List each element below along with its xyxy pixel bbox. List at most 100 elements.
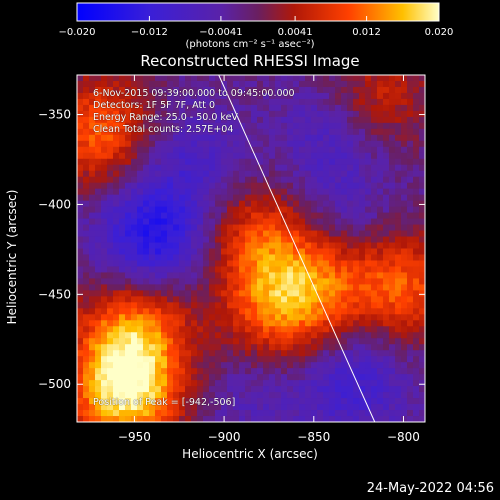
heatmap-cell: [185, 224, 192, 232]
heatmap-cell: [263, 368, 270, 375]
heatmap-cell: [227, 374, 234, 381]
heatmap-cell: [389, 296, 396, 303]
heatmap-cell: [173, 182, 180, 190]
heatmap-cell: [365, 260, 372, 267]
heatmap-cell: [137, 332, 144, 339]
heatmap-cell: [281, 260, 288, 267]
heatmap-cell: [89, 302, 96, 309]
heatmap-cell: [263, 236, 270, 244]
heatmap-cell: [353, 206, 360, 214]
heatmap-cell: [239, 212, 246, 220]
heatmap-cell: [239, 374, 246, 381]
heatmap-cell: [311, 224, 318, 232]
heatmap-cell: [293, 338, 300, 345]
heatmap-cell: [119, 158, 126, 166]
heatmap-cell: [383, 296, 390, 303]
heatmap-cell: [371, 152, 378, 160]
heatmap-cell: [215, 356, 222, 363]
heatmap-cell: [131, 236, 138, 244]
heatmap-cell: [101, 332, 108, 339]
heatmap-cell: [341, 122, 348, 130]
heatmap-cell: [287, 260, 294, 267]
heatmap-cell: [293, 146, 300, 154]
heatmap-cell: [365, 218, 372, 226]
heatmap-cell: [257, 380, 264, 387]
heatmap-cell: [311, 266, 318, 273]
heatmap-cell: [143, 152, 150, 160]
heatmap-cell: [269, 134, 276, 142]
heatmap-cell: [245, 218, 252, 226]
heatmap-cell: [203, 134, 210, 142]
heatmap-cell: [419, 164, 425, 172]
heatmap-cell: [281, 254, 288, 261]
heatmap-cell: [305, 398, 312, 405]
heatmap-cell: [413, 392, 420, 399]
heatmap-cell: [239, 272, 246, 279]
heatmap-cell: [329, 338, 336, 345]
heatmap-cell: [287, 86, 294, 94]
heatmap-cell: [275, 278, 282, 285]
heatmap-cell: [185, 92, 192, 100]
heatmap-cell: [299, 290, 306, 297]
heatmap-cell: [191, 380, 198, 387]
heatmap-cell: [203, 188, 210, 196]
heatmap-cell: [191, 206, 198, 214]
heatmap-cell: [413, 176, 420, 184]
heatmap-cell: [125, 182, 132, 190]
heatmap-cell: [335, 290, 342, 297]
heatmap-cell: [347, 254, 354, 261]
heatmap-cell: [275, 326, 282, 333]
heatmap-cell: [173, 398, 180, 405]
heatmap-cell: [299, 170, 306, 178]
heatmap-cell: [143, 344, 150, 351]
heatmap-cell: [179, 314, 186, 321]
heatmap-cell: [287, 332, 294, 339]
heatmap-cell: [395, 410, 402, 417]
heatmap-cell: [335, 368, 342, 375]
heatmap-cell: [149, 116, 156, 124]
heatmap-cell: [413, 75, 420, 82]
heatmap-cell: [275, 200, 282, 208]
heatmap-cell: [311, 296, 318, 303]
heatmap-cell: [275, 92, 282, 100]
heatmap-cell: [191, 230, 198, 238]
heatmap-cell: [89, 404, 96, 411]
heatmap-cell: [395, 368, 402, 375]
heatmap-cell: [245, 290, 252, 297]
heatmap-cell: [191, 326, 198, 333]
heatmap-cell: [407, 75, 414, 82]
heatmap-cell: [419, 98, 425, 106]
heatmap-cell: [401, 278, 408, 285]
heatmap-cell: [269, 104, 276, 112]
heatmap-cell: [125, 410, 132, 417]
heatmap-cell: [149, 122, 156, 130]
heatmap-cell: [143, 188, 150, 196]
heatmap-cell: [377, 146, 384, 154]
heatmap-cell: [263, 140, 270, 148]
heatmap-cell: [263, 116, 270, 124]
heatmap-cell: [149, 332, 156, 339]
heatmap-cell: [287, 404, 294, 411]
heatmap-cell: [191, 398, 198, 405]
heatmap-cell: [161, 158, 168, 166]
heatmap-cell: [341, 92, 348, 100]
heatmap-cell: [419, 104, 425, 112]
heatmap-cell: [335, 75, 342, 82]
heatmap-cell: [317, 236, 324, 244]
heatmap-cell: [395, 86, 402, 94]
heatmap-cell: [77, 164, 84, 172]
heatmap-cell: [83, 290, 90, 297]
heatmap-cell: [107, 140, 114, 148]
heatmap-cell: [245, 92, 252, 100]
heatmap-cell: [389, 230, 396, 238]
heatmap-cell: [221, 332, 228, 339]
heatmap-cell: [173, 188, 180, 196]
heatmap-cell: [281, 122, 288, 130]
heatmap-cell: [77, 194, 84, 202]
heatmap-cell: [149, 194, 156, 202]
heatmap-cell: [209, 266, 216, 273]
heatmap-cell: [281, 392, 288, 399]
heatmap-cell: [89, 75, 96, 82]
heatmap-cell: [155, 296, 162, 303]
heatmap-cell: [275, 374, 282, 381]
